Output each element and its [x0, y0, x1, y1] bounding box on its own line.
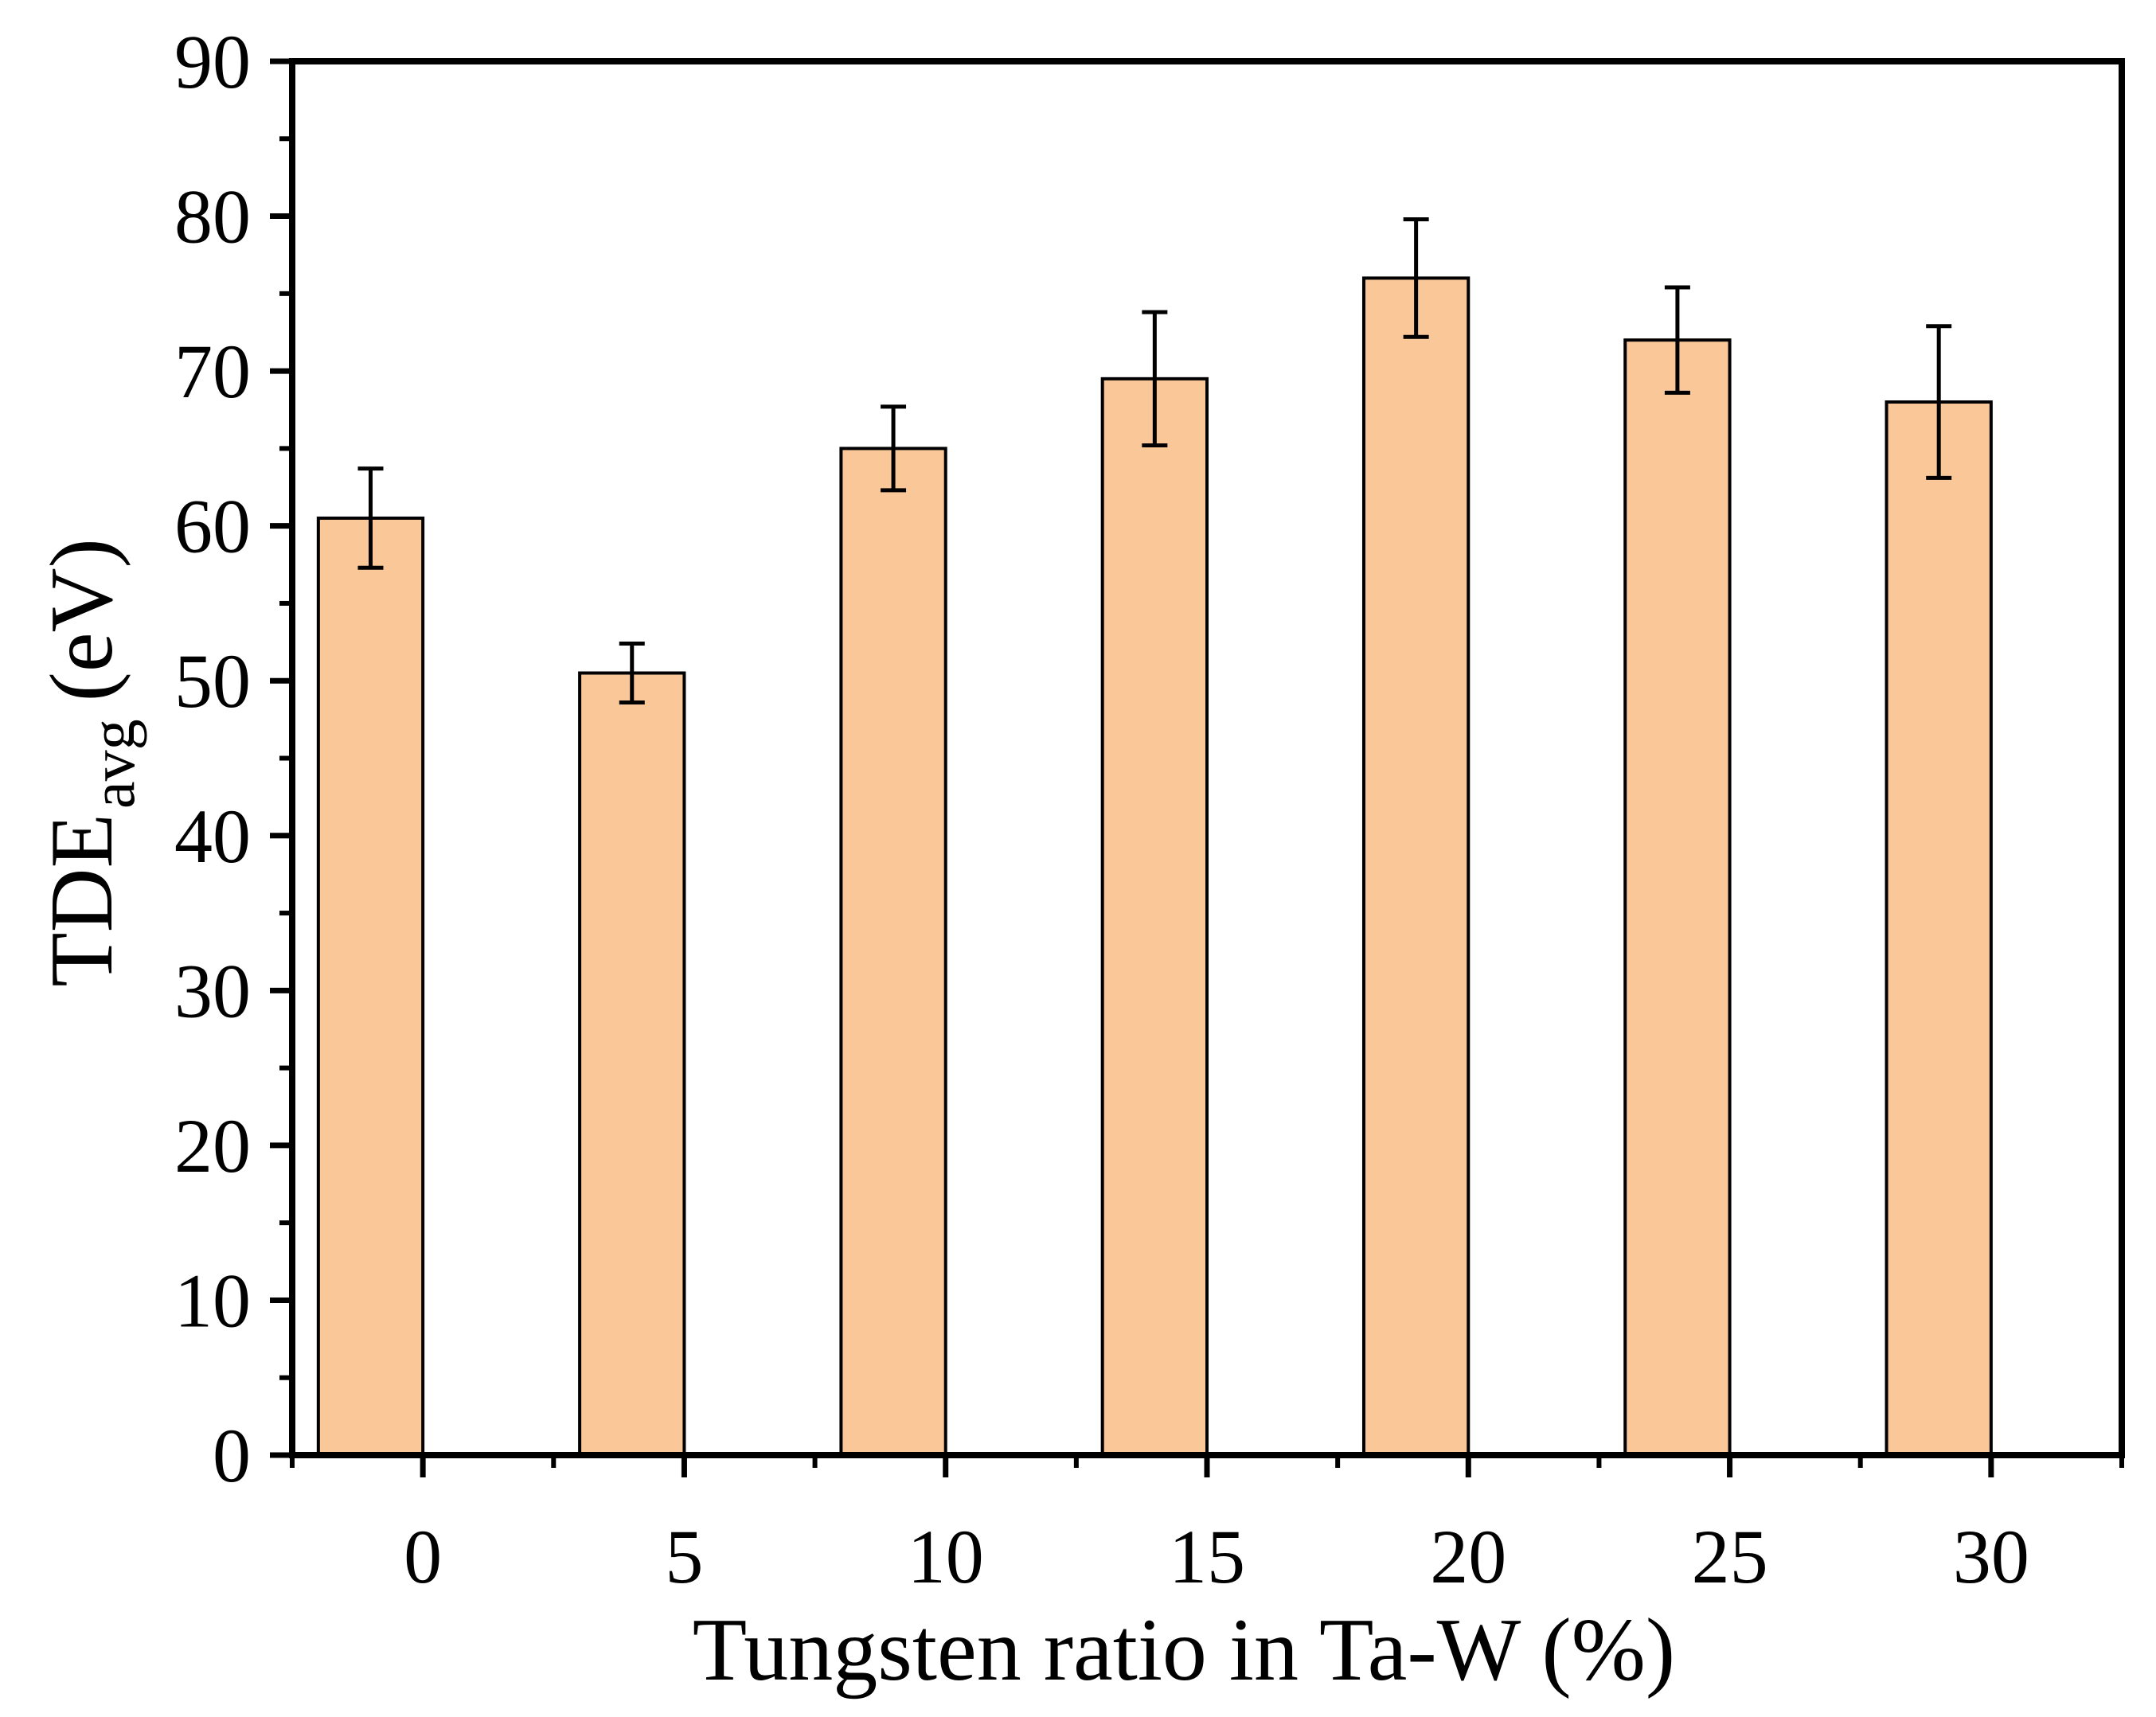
y-axis-title-main: TDE: [33, 814, 131, 987]
y-tick-label-60: 60: [174, 484, 251, 569]
x-tick-label-0: 0: [404, 1514, 442, 1599]
y-tick-label-30: 30: [174, 948, 251, 1033]
bar-10: [839, 447, 947, 1457]
y-tick-label-80: 80: [174, 174, 251, 260]
error-bars-group: [357, 217, 1952, 704]
y-axis-title-subscript: avg: [78, 719, 147, 809]
bar-5: [578, 671, 686, 1457]
y-tick-label-70: 70: [174, 329, 251, 414]
bar-25: [1623, 338, 1732, 1457]
y-axis-title-unit: (eV): [33, 538, 131, 701]
tick-labels-group: 0 10 20 30 40 50 60 70 80 90 0 5 10 15 20 25 30: [174, 19, 2029, 1599]
y-tick-label-20: 20: [174, 1103, 251, 1188]
y-tick-label-10: 10: [174, 1258, 251, 1343]
axes-group: [270, 58, 2125, 1477]
bar-30: [1885, 400, 1993, 1457]
x-tick-label-10: 10: [908, 1514, 984, 1599]
x-tick-label-30: 30: [1953, 1514, 2029, 1599]
y-tick-label-40: 40: [174, 794, 251, 879]
x-axis-title: Tungsten ratio in Ta-W (%): [693, 1601, 1675, 1699]
bars-group: [316, 276, 1993, 1457]
x-tick-label-15: 15: [1169, 1514, 1245, 1599]
y-tick-label-50: 50: [174, 638, 251, 724]
x-tick-label-20: 20: [1430, 1514, 1506, 1599]
bar-0: [316, 516, 425, 1457]
y-tick-label-90: 90: [174, 19, 251, 104]
x-tick-label-25: 25: [1692, 1514, 1768, 1599]
y-tick-label-0: 0: [213, 1413, 251, 1498]
y-axis-title: TDEavg (eV): [33, 538, 147, 987]
bar-20: [1361, 276, 1471, 1457]
bar-15: [1100, 377, 1209, 1457]
x-tick-label-5: 5: [665, 1514, 703, 1599]
